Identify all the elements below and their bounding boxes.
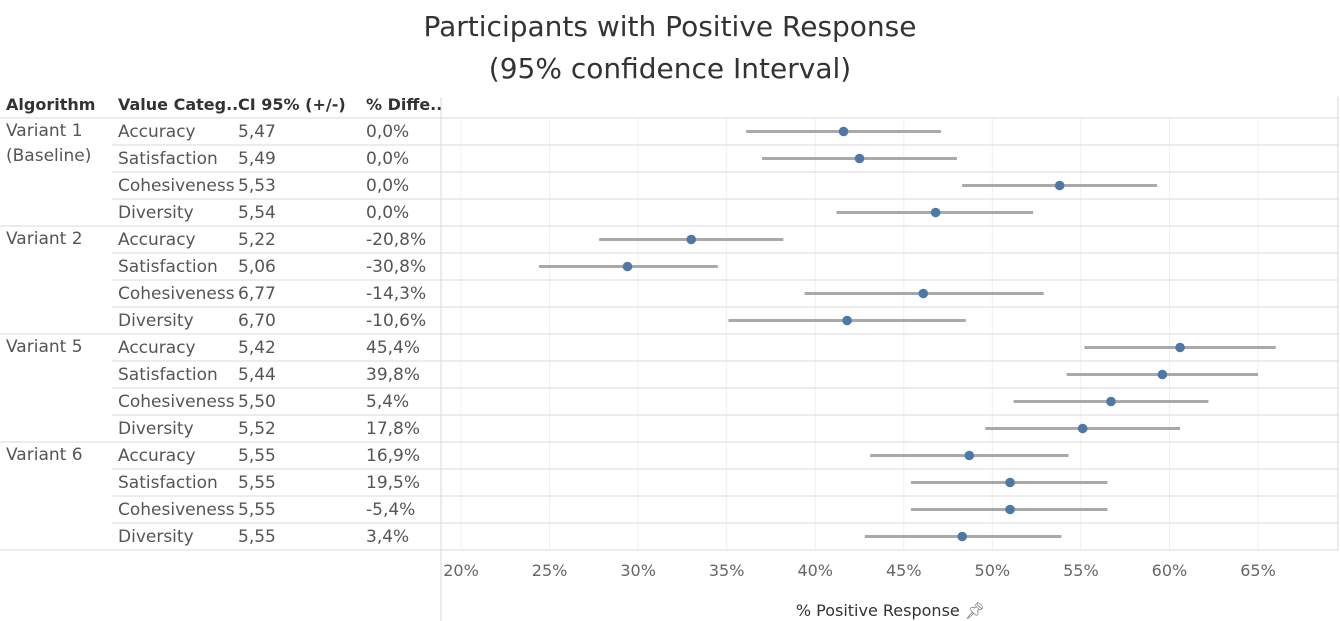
ci-cell: 5,53 — [238, 176, 276, 196]
algorithm-label: Variant 5 — [6, 337, 83, 357]
data-point — [622, 261, 633, 272]
x-tick-label: 45% — [886, 561, 922, 580]
algorithm-label: Variant 2 — [6, 229, 83, 249]
diff-cell: 17,8% — [366, 419, 421, 439]
ci-cell: 5,54 — [238, 203, 276, 223]
x-tick-label: 60% — [1152, 561, 1188, 580]
diff-cell: -20,8% — [366, 230, 427, 250]
category-cell: Cohesiveness — [118, 284, 235, 304]
x-tick-label: 50% — [975, 561, 1011, 580]
chart-subtitle: (95% confidence Interval) — [488, 52, 852, 85]
header-algorithm[interactable]: Algorithm — [6, 95, 96, 114]
ci-cell: 5,55 — [238, 473, 276, 493]
data-point — [1175, 342, 1185, 353]
ci-cell: 5,55 — [238, 500, 276, 520]
ci-cell: 5,55 — [238, 446, 276, 466]
category-cell: Accuracy — [118, 446, 196, 466]
category-cell: Accuracy — [118, 230, 196, 250]
data-point — [957, 531, 968, 542]
data-point — [1157, 369, 1168, 380]
ci-cell: 6,77 — [238, 284, 276, 304]
category-cell: Cohesiveness — [118, 392, 235, 412]
ci-cell: 6,70 — [238, 311, 276, 331]
diff-cell: 0,0% — [366, 203, 410, 223]
data-point — [1005, 477, 1015, 488]
ci-cell: 5,55 — [238, 527, 276, 547]
category-cell: Accuracy — [118, 122, 196, 142]
data-point — [1106, 396, 1116, 407]
data-point — [854, 153, 865, 164]
category-cell: Diversity — [118, 419, 194, 439]
data-point — [964, 450, 975, 461]
data-point — [842, 315, 852, 326]
category-cell: Satisfaction — [118, 365, 218, 385]
x-tick-label: 20% — [443, 561, 479, 580]
category-cell: Diversity — [118, 527, 194, 547]
data-point — [1005, 504, 1015, 515]
ci-cell: 5,44 — [238, 365, 276, 385]
category-cell: Satisfaction — [118, 257, 218, 277]
pin-icon: 📌︎ — [964, 601, 986, 620]
x-tick-label: 55% — [1063, 561, 1099, 580]
category-cell: Diversity — [118, 311, 194, 331]
diff-cell: 0,0% — [366, 122, 410, 142]
diff-cell: -14,3% — [366, 284, 427, 304]
data-point — [918, 288, 929, 299]
x-tick-label: 35% — [709, 561, 745, 580]
category-cell: Accuracy — [118, 338, 196, 358]
category-cell: Satisfaction — [118, 473, 218, 493]
ci-cell: 5,52 — [238, 419, 276, 439]
ci-cell: 5,47 — [238, 122, 276, 142]
category-cell: Cohesiveness — [118, 176, 235, 196]
category-cell: Cohesiveness — [118, 500, 235, 520]
ci-cell: 5,06 — [238, 257, 276, 277]
category-cell: Diversity — [118, 203, 194, 223]
diff-cell: -5,4% — [366, 500, 416, 520]
ci-cell: 5,50 — [238, 392, 276, 412]
x-tick-label: 40% — [797, 561, 833, 580]
diff-cell: 0,0% — [366, 176, 410, 196]
data-point — [1054, 180, 1065, 191]
ci-cell: 5,42 — [238, 338, 276, 358]
diff-cell: -30,8% — [366, 257, 427, 277]
header-value-category[interactable]: Value Categ.. — [118, 95, 239, 114]
data-point — [1077, 423, 1088, 434]
diff-cell: 0,0% — [366, 149, 410, 169]
x-tick-label: 30% — [620, 561, 656, 580]
header-ci[interactable]: CI 95% (+/-) — [238, 95, 346, 114]
data-point — [838, 126, 849, 137]
diff-cell: -10,6% — [366, 311, 427, 331]
diff-cell: 45,4% — [366, 338, 421, 358]
diff-cell: 16,9% — [366, 446, 421, 466]
category-cell: Satisfaction — [118, 149, 218, 169]
x-tick-label: 25% — [532, 561, 568, 580]
diff-cell: 3,4% — [366, 527, 410, 547]
diff-cell: 19,5% — [366, 473, 421, 493]
algorithm-label: Variant 1 (Baseline) — [6, 121, 92, 166]
x-axis-label[interactable]: % Positive Response 📌︎ — [441, 601, 1340, 620]
header-diff[interactable]: % Diffe.. — [366, 95, 443, 114]
chart-title: Participants with Positive Response — [423, 10, 917, 43]
ci-cell: 5,49 — [238, 149, 276, 169]
ci-cell: 5,22 — [238, 230, 276, 250]
data-point — [686, 234, 697, 245]
x-tick-label: 65% — [1240, 561, 1276, 580]
data-point — [930, 207, 941, 218]
diff-cell: 5,4% — [366, 392, 410, 412]
diff-cell: 39,8% — [366, 365, 421, 385]
algorithm-label: Variant 6 — [6, 445, 83, 465]
x-axis-label-text: % Positive Response — [795, 601, 960, 620]
